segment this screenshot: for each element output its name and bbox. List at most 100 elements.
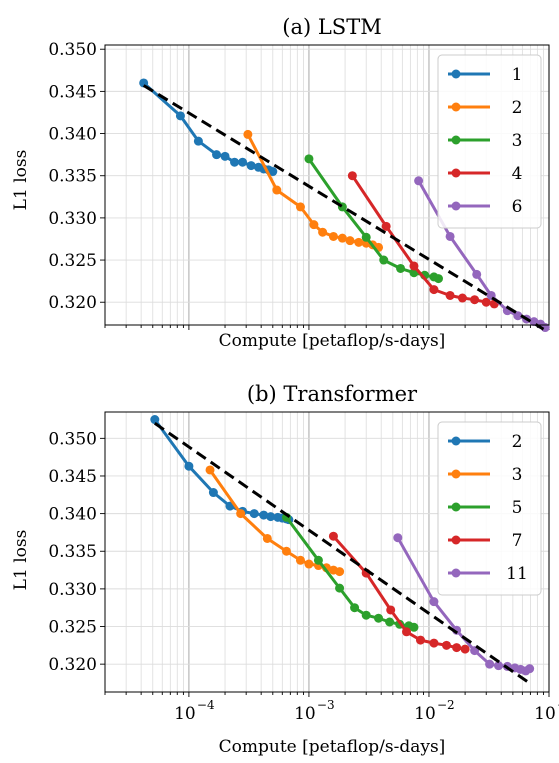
chart-title: (a) LSTM: [282, 15, 381, 39]
x-axis-label: Compute [petaflop/s-days]: [219, 331, 446, 351]
legend-swatch-marker: [451, 135, 461, 145]
legend-item: 3: [448, 131, 522, 151]
frontier-line: [153, 422, 532, 685]
data-point: [494, 661, 504, 671]
legend-swatch-marker: [451, 201, 461, 211]
data-point: [281, 546, 291, 556]
data-point: [381, 221, 391, 231]
legend-item: 5: [448, 498, 522, 518]
x-tick-exponent: −1: [557, 698, 559, 712]
y-tick-label: 0.345: [48, 82, 97, 102]
legend-swatch-marker: [451, 568, 461, 578]
data-point: [361, 610, 371, 620]
panel-lstm: (a) LSTM 0.3200.3250.3300.3350.3400.3450…: [11, 15, 550, 351]
data-point: [304, 154, 314, 164]
plot-frame: [104, 44, 550, 326]
y-axis-ticks: 0.320 0.325 0.330 0.335 0.340 0.345 0.350: [48, 40, 97, 313]
x-tick-exponent: −4: [197, 698, 215, 712]
data-point: [295, 555, 305, 565]
data-point: [445, 290, 455, 300]
data-point: [429, 638, 439, 648]
data-point: [442, 640, 452, 650]
legend-item: 2: [448, 98, 522, 118]
y-tick-label: 0.320: [48, 655, 97, 675]
legend-label: 3: [512, 465, 523, 485]
data-point: [249, 509, 259, 519]
y-tick-label: 0.340: [48, 505, 97, 525]
legend-swatch-marker: [451, 168, 461, 178]
y-tick-label: 0.335: [48, 542, 97, 562]
legend-item: 3: [448, 465, 522, 485]
x-tick-base: 10: [174, 704, 196, 724]
data-point: [328, 231, 338, 241]
panel-transformer: (b) Transformer 0.320 0.325 0.330 0.335 0.34…: [11, 382, 559, 757]
data-point: [429, 285, 439, 295]
data-point: [268, 167, 278, 177]
data-point: [385, 617, 395, 627]
legend-swatch-marker: [451, 436, 461, 446]
data-point: [472, 269, 482, 279]
y-tick-label: 0.335: [48, 167, 97, 187]
data-point: [309, 220, 319, 230]
x-tick-base: 10: [294, 704, 316, 724]
data-point: [220, 151, 230, 161]
data-point: [313, 555, 323, 565]
x-axis-label: Compute [petaflop/s-days]: [219, 737, 446, 757]
data-point: [236, 509, 246, 519]
data-point: [457, 293, 467, 303]
data-point: [485, 659, 495, 669]
y-tick-label: 0.320: [48, 293, 97, 313]
data-point: [205, 465, 215, 475]
data-point: [445, 231, 455, 241]
legend: 2 3 5 7 11: [437, 421, 542, 596]
y-axis-ticks: 0.320 0.325 0.330 0.335 0.340 0.345 0.350: [48, 429, 97, 675]
x-tick-base: 10: [534, 704, 556, 724]
x-tick-base: 10: [414, 704, 436, 724]
data-point: [259, 510, 269, 520]
data-point: [525, 664, 535, 674]
data-point: [396, 263, 406, 273]
data-point: [350, 603, 360, 613]
series-line-5: [285, 516, 415, 629]
y-tick-label: 0.325: [48, 251, 97, 271]
frontier-dashed-line: [142, 84, 545, 331]
series-line-2: [153, 418, 290, 522]
data-point: [429, 597, 439, 607]
x-tick-label: 10 −4: [174, 698, 215, 724]
data-point: [409, 622, 419, 632]
data-point: [262, 533, 272, 543]
frontier-dashed-line: [153, 422, 532, 685]
data-point: [193, 136, 203, 146]
x-axis-ticks: 10−410−310−210−1: [174, 698, 559, 724]
data-point: [266, 512, 276, 522]
legend-label: 6: [512, 197, 523, 217]
legend-item: 1: [448, 65, 522, 85]
legend-item: 11: [448, 564, 528, 584]
x-tick-exponent: −2: [437, 698, 455, 712]
legend-item: 7: [448, 531, 522, 551]
legend-swatch-marker: [451, 469, 461, 479]
y-tick-label: 0.330: [48, 580, 97, 600]
data-point: [361, 232, 371, 242]
data-point: [374, 613, 384, 623]
x-tick-exponent: −3: [317, 698, 335, 712]
data-point: [347, 171, 357, 181]
data-point: [513, 311, 523, 321]
data-point: [246, 161, 256, 171]
data-point: [393, 533, 403, 543]
data-point: [175, 111, 185, 121]
y-axis-label: L1 loss: [11, 530, 31, 591]
data-point: [386, 605, 396, 615]
legend-label: 2: [512, 432, 523, 452]
y-axis-label: L1 loss: [11, 150, 31, 211]
series-lines: [139, 78, 550, 333]
y-tick-label: 0.350: [48, 40, 97, 60]
legend-item: 4: [448, 164, 522, 184]
data-point: [337, 233, 347, 243]
x-tick-label: 10−1: [534, 698, 559, 724]
legend-swatch-marker: [451, 535, 461, 545]
y-tick-label: 0.345: [48, 467, 97, 487]
legend-label: 11: [506, 564, 528, 584]
data-point: [328, 531, 338, 541]
data-point: [208, 488, 218, 498]
